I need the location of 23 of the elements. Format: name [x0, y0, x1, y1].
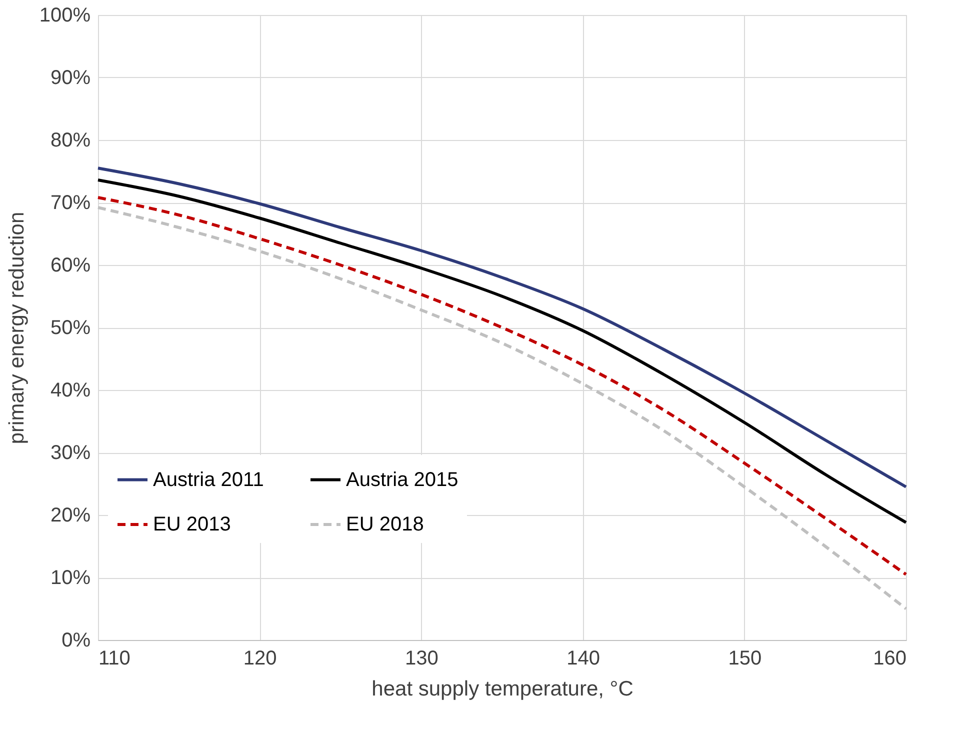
y-tick-label: 10%	[50, 567, 91, 589]
y-tick-label: 0%	[62, 630, 91, 652]
x-tick-label: 130	[405, 648, 438, 670]
x-tick-label: 150	[728, 648, 762, 670]
legend-label: Austria 2015	[346, 468, 458, 491]
x-tick-label: 120	[243, 648, 277, 670]
y-tick-label: 100%	[39, 4, 91, 26]
y-tick-label: 20%	[50, 504, 91, 526]
x-tick-label: 140	[566, 648, 600, 670]
y-tick-label: 80%	[50, 130, 91, 152]
legend-label: EU 2018	[346, 514, 424, 536]
y-tick-label: 40%	[50, 380, 91, 402]
y-axis-title: primary energy reduction	[5, 212, 28, 444]
x-tick-label: 160	[873, 648, 906, 670]
y-tick-label: 70%	[50, 192, 91, 214]
y-tick-label: 50%	[50, 317, 91, 339]
legend-label: EU 2013	[153, 514, 231, 536]
y-tick-label: 30%	[50, 442, 91, 464]
x-tick-label: 110	[98, 648, 130, 670]
y-tick-label: 60%	[50, 254, 91, 276]
legend-label: Austria 2011	[153, 468, 264, 491]
x-axis-title: heat supply temperature, °C	[372, 678, 634, 700]
y-tick-label: 90%	[50, 67, 91, 89]
